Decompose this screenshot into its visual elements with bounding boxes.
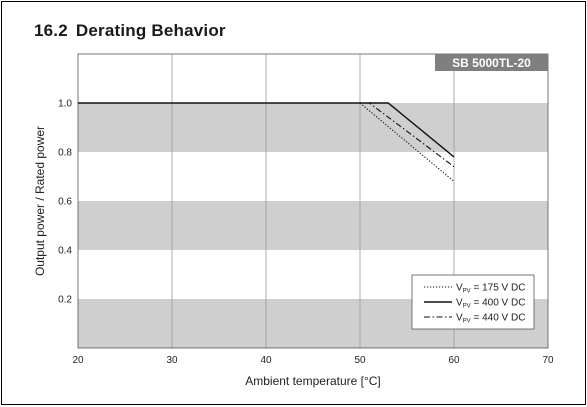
legend: VPV = 175 V DC VPV = 400 V DC VPV = 440 V … [411,274,535,330]
legend-entry-label: VPV = 400 V DC [456,298,525,310]
x-tick-label: 50 [354,355,366,366]
section-heading: 16.2 Derating Behavior [34,21,226,41]
legend-entry-label: VPV = 175 V DC [456,283,525,295]
y-tick-label: 0.6 [58,197,72,208]
plot-frame [77,53,549,349]
y-tick-label: 0.4 [58,246,72,257]
x-tick-label: 60 [448,355,460,366]
y-axis-label: Output power / Rated power [33,126,47,276]
x-tick-label: 70 [542,355,554,366]
y-tick-label: 0.2 [58,295,72,306]
series-lines [78,102,455,182]
y-tick-labels: 0.2 0.4 0.6 0.8 1.0 [58,99,72,306]
section-number: 16.2 [34,21,68,40]
y-tick-label: 0.8 [58,148,72,159]
shaded-band-2 [78,103,548,152]
series-line-dashdot [78,102,455,168]
shaded-band-1 [78,201,548,250]
x-axis-label: Ambient temperature [°C] [245,374,381,388]
model-badge-text: SB 5000TL-20 [452,56,531,70]
x-tick-labels: 20 30 40 50 60 70 [72,355,554,366]
legend-entry-label: VPV = 440 V DC [456,313,525,325]
y-tick-label: 1.0 [58,99,72,110]
model-badge: SB 5000TL-20 [435,54,548,71]
x-tick-label: 40 [260,355,272,366]
section-title: Derating Behavior [75,21,226,40]
x-tick-label: 20 [72,355,84,366]
x-tick-label: 30 [166,355,178,366]
